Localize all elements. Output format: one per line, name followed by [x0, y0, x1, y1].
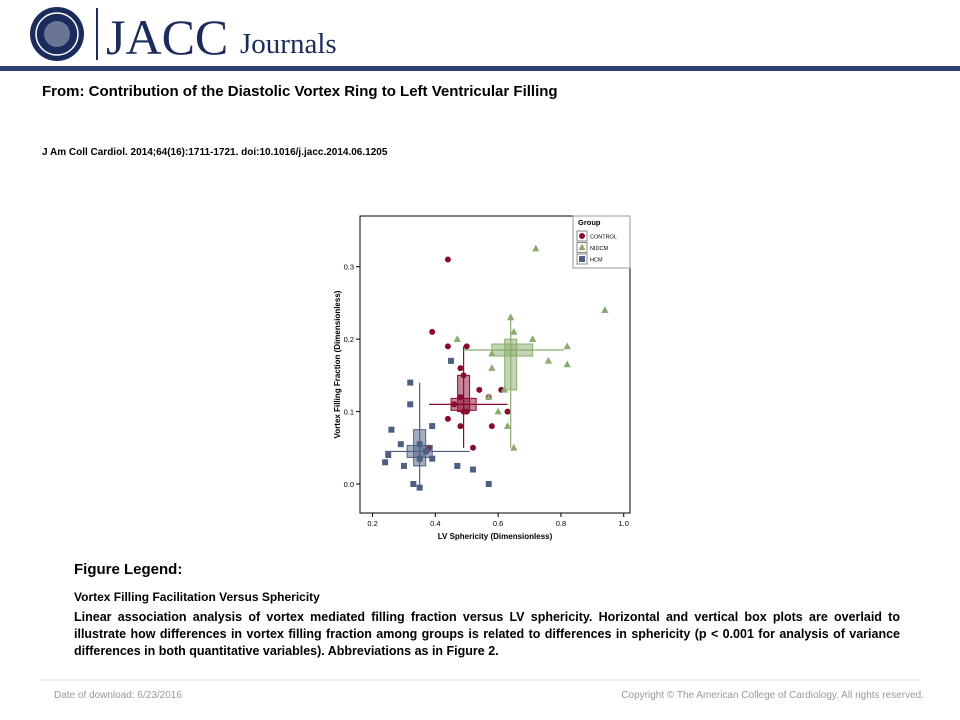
- point: [544, 356, 552, 364]
- y-tick-label: 0.0: [344, 480, 354, 489]
- legend-title: Group: [578, 218, 601, 227]
- copyright: Copyright © The American College of Card…: [621, 690, 924, 701]
- logo-subtext: Journals: [240, 28, 337, 60]
- point: [397, 441, 404, 448]
- point: [504, 408, 511, 415]
- point: [488, 364, 496, 371]
- point: [494, 407, 502, 415]
- x-tick-label: 0.2: [367, 519, 377, 528]
- x-tick-label: 1.0: [619, 519, 629, 528]
- point: [429, 423, 436, 430]
- logo: JACC Journals: [30, 7, 337, 65]
- legend-marker: [579, 233, 585, 239]
- point: [429, 328, 436, 335]
- point: [407, 401, 414, 408]
- legend-marker: [579, 256, 585, 262]
- header-bar: [0, 66, 960, 71]
- legend-label: CONTROL: [590, 235, 617, 241]
- point: [485, 481, 492, 488]
- download-date: Date of download: 6/23/2016: [54, 690, 182, 701]
- point: [410, 481, 417, 488]
- x-axis-label: LV Sphericity (Dimensionless): [438, 532, 553, 541]
- point: [457, 423, 464, 430]
- x-tick-label: 0.8: [556, 519, 566, 528]
- point: [429, 455, 436, 462]
- point: [444, 256, 451, 263]
- point: [601, 306, 609, 313]
- chart: 0.2 0.4 0.6 0.8 1.0 0.0 0.1 0.2 0.3 LV Sphericity…: [333, 215, 631, 541]
- point: [507, 313, 515, 321]
- point: [448, 357, 455, 364]
- point: [388, 426, 395, 433]
- point: [400, 462, 407, 469]
- legend-label: HCM: [590, 258, 603, 264]
- y-axis-label: Vortex Filling Fraction (Dimensionless): [333, 290, 342, 438]
- point: [563, 342, 571, 350]
- y-tick-label: 0.3: [344, 263, 354, 272]
- point: [476, 386, 483, 393]
- citation: J Am Coll Cardiol. 2014;64(16):1711-1721…: [42, 147, 388, 158]
- point: [444, 343, 451, 350]
- point: [470, 466, 477, 473]
- point: [457, 365, 464, 372]
- point: [444, 415, 451, 422]
- x-tick-label: 0.6: [493, 519, 503, 528]
- y-tick-label: 0.2: [344, 335, 354, 344]
- point: [470, 444, 477, 451]
- seal-ring: [35, 12, 79, 56]
- point: [454, 462, 461, 469]
- point: [488, 423, 495, 430]
- x-tick-label: 0.4: [430, 519, 440, 528]
- y-box: [504, 338, 518, 391]
- legend-marker: [578, 243, 586, 251]
- legend-title: Vortex Filling Facilitation Versus Spher…: [74, 590, 320, 604]
- point: [529, 335, 537, 342]
- point: [453, 335, 461, 342]
- point: [485, 393, 493, 400]
- point: [407, 379, 414, 386]
- legend-body: Linear association analysis of vortex me…: [74, 610, 900, 658]
- y-tick-label: 0.1: [344, 408, 354, 417]
- y-box: [457, 374, 471, 413]
- logo-text: JACC: [106, 9, 228, 65]
- point: [532, 244, 540, 252]
- seal: [30, 7, 84, 61]
- legend-label: NIDCM: [590, 246, 608, 252]
- title: From: Contribution of the Diastolic Vort…: [42, 83, 558, 100]
- point: [382, 459, 389, 466]
- point: [385, 452, 392, 459]
- seal-center: [44, 21, 70, 47]
- point: [463, 343, 470, 350]
- legend-heading: Figure Legend:: [74, 561, 183, 578]
- point: [563, 360, 571, 368]
- point: [510, 443, 518, 451]
- point: [510, 327, 518, 335]
- point: [503, 422, 512, 429]
